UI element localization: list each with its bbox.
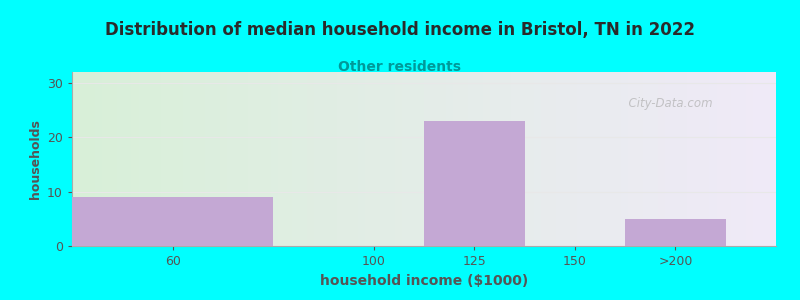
Bar (72, 197, 273, 246)
Y-axis label: households: households (29, 119, 42, 199)
Text: Distribution of median household income in Bristol, TN in 2022: Distribution of median household income … (105, 21, 695, 39)
Text: Other residents: Other residents (338, 60, 462, 74)
Bar (424, 121, 525, 246)
X-axis label: household income ($1000): household income ($1000) (320, 274, 528, 288)
Bar (625, 219, 726, 246)
Text: City-Data.com: City-Data.com (621, 97, 713, 110)
